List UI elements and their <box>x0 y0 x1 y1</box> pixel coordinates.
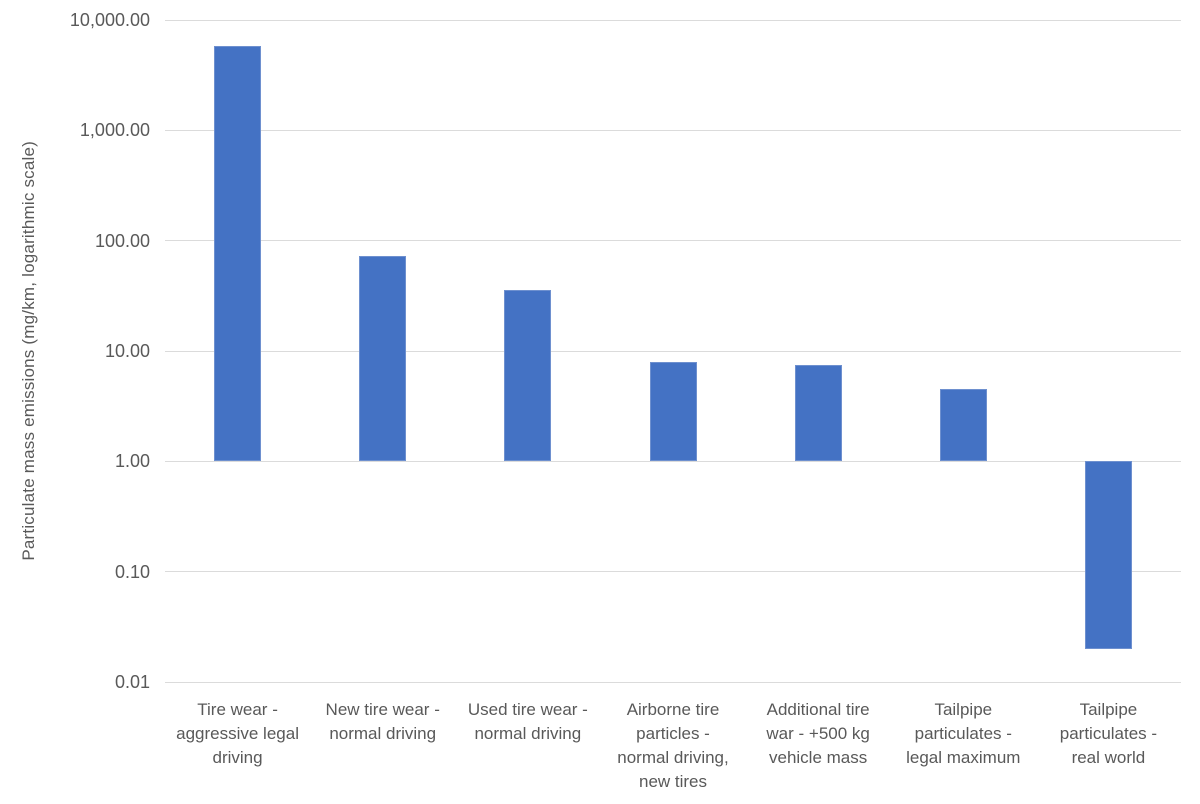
x-category-label: Used tire wear - normal driving <box>467 700 588 743</box>
bar <box>649 361 697 462</box>
bar <box>359 255 407 462</box>
bar <box>794 364 842 462</box>
x-category-label: New tire wear - normal driving <box>325 700 440 743</box>
gridline <box>165 571 1181 573</box>
gridline <box>165 350 1181 352</box>
gridline <box>165 240 1181 242</box>
y-tick-label: 10,000.00 <box>69 10 150 30</box>
x-category-label: Additional tire war - +500 kg vehicle ma… <box>766 700 870 767</box>
gridline <box>165 681 1181 683</box>
y-tick-label: 1.00 <box>114 451 150 472</box>
x-category-label: Tailpipe particulates - legal maximum <box>906 700 1021 767</box>
bar <box>939 389 987 462</box>
y-tick-label: 100.00 <box>94 230 150 251</box>
x-category-label: Tire wear - aggressive legal driving <box>176 700 299 767</box>
bar <box>214 46 262 462</box>
x-category-label: Airborne tire particles - normal driving… <box>617 700 729 791</box>
gridline <box>165 129 1181 131</box>
y-tick-label: 10.00 <box>104 341 150 361</box>
gridline <box>165 19 1181 21</box>
bar <box>1084 461 1132 649</box>
gridline <box>165 460 1181 462</box>
y-tick-label: 1,000.00 <box>79 120 150 141</box>
bar <box>504 289 552 462</box>
y-tick-label: 0.10 <box>114 561 150 582</box>
y-tick-label: 0.01 <box>114 672 150 692</box>
x-category-label: Tailpipe particulates - real world <box>1059 700 1158 767</box>
